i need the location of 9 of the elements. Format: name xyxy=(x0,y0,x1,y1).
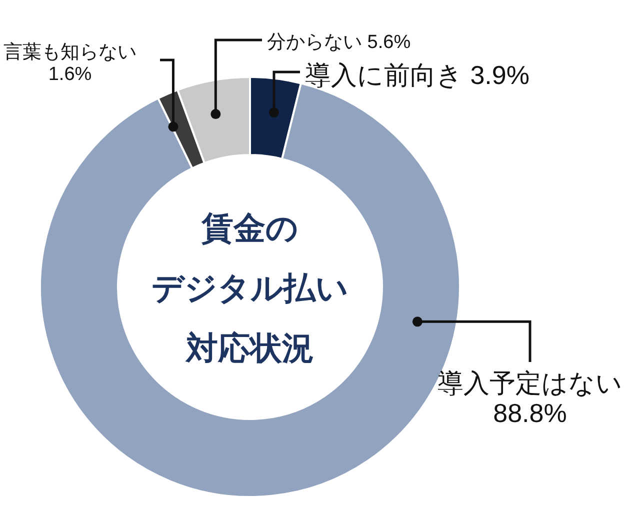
data-label: 1.6% xyxy=(48,64,92,85)
slice-label: 言葉も知らない xyxy=(4,41,136,63)
title: 対応状況 xyxy=(186,330,314,366)
data-label: 88.8% xyxy=(493,398,567,428)
slice-label: 導入予定はない xyxy=(438,368,622,398)
title: 賃金の xyxy=(202,210,298,246)
title: デジタル払い xyxy=(152,270,348,306)
slice-label: 導入に前向き 3.9% xyxy=(305,60,530,90)
slice-label: 分からない 5.6% xyxy=(267,32,411,53)
